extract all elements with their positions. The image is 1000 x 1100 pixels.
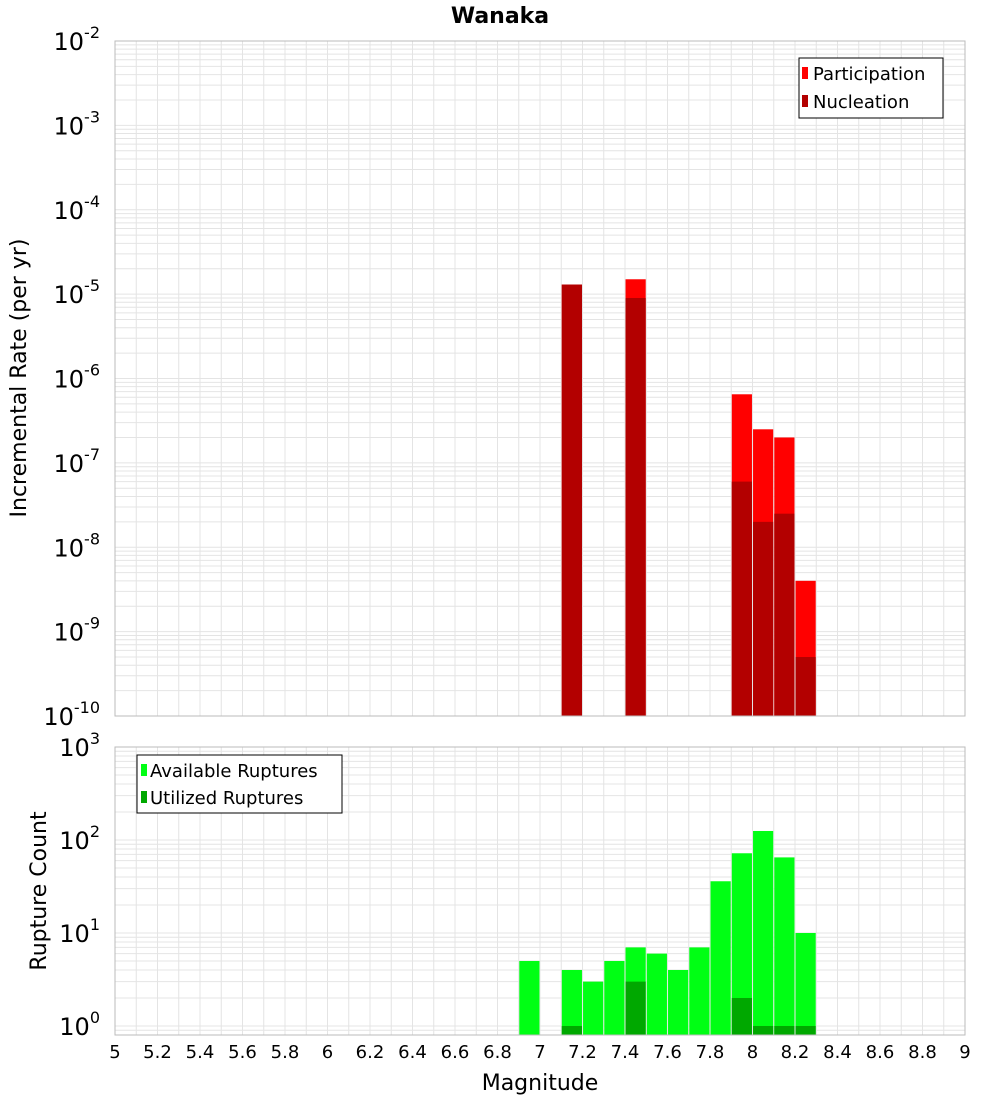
nucleation-bar	[753, 521, 774, 716]
count-plot-frame	[114, 746, 966, 1036]
available-ruptures-bar	[668, 969, 689, 1035]
y-tick-label: 10-2	[54, 23, 101, 56]
rate-plot-frame	[114, 40, 966, 717]
x-tick-label: 8.2	[781, 1042, 810, 1063]
y-tick-label: 10-4	[54, 192, 101, 225]
available-ruptures-bar	[561, 969, 582, 1035]
rate-legend-box	[798, 57, 944, 119]
rate-y-axis-label: Incremental Rate (per yr)	[7, 239, 32, 518]
x-tick-label: 7.8	[696, 1042, 725, 1063]
utilized-ruptures-bar	[795, 1025, 816, 1035]
y-tick-label: 10-8	[54, 529, 101, 562]
rate-y-ticks: 10-10 10-9 10-8 10-7 10-6 10-5 10-4 10-3 10-2	[43, 23, 100, 731]
y-tick-label: 10-6	[54, 361, 101, 394]
x-tick-label: 7.6	[653, 1042, 682, 1063]
chart-title: Wanaka	[451, 4, 549, 29]
utilized-ruptures-bar	[774, 1025, 795, 1035]
available-ruptures-bar	[604, 960, 625, 1035]
available-ruptures-bar	[519, 960, 540, 1035]
legend-label-nucleation: Nucleation	[813, 92, 909, 113]
x-tick-label: 6.4	[398, 1042, 427, 1063]
count-bars	[519, 830, 816, 1035]
rate-panel: 10-10 10-9 10-8 10-7 10-6 10-5 10-4 10-3 10-2 In…	[7, 23, 966, 731]
x-tick-labels: 5 5.2 5.4 5.6 5.8 6 6.2 6.4 6.6 6.8 7 7.2 7.4 7.6 7.8 8…	[109, 1042, 970, 1063]
rate-bars	[561, 279, 816, 716]
x-tick-label: 7	[534, 1042, 545, 1063]
x-tick-label: 8	[747, 1042, 758, 1063]
x-tick-label: 5.8	[271, 1042, 300, 1063]
x-tick-label: 8.4	[823, 1042, 852, 1063]
available-ruptures-bar	[583, 981, 604, 1035]
count-panel: 100 101 102 103 5 5.2 5.4 5.6 5.8 6 6.2 6.4 6.6 6.8 7…	[27, 729, 971, 1096]
x-tick-label: 9	[959, 1042, 970, 1063]
legend-label-utilized: Utilized Ruptures	[150, 788, 303, 809]
x-tick-label: 8.8	[908, 1042, 937, 1063]
rate-grid	[114, 40, 966, 717]
x-tick-label: 5.2	[143, 1042, 172, 1063]
x-tick-label: 6.8	[483, 1042, 512, 1063]
rate-legend: Participation Nucleation	[798, 57, 944, 119]
available-ruptures-bar	[774, 857, 795, 1035]
available-ruptures-bar	[689, 947, 710, 1035]
available-ruptures-bar	[731, 853, 752, 1035]
legend-label-available: Available Ruptures	[150, 761, 318, 782]
legend-swatch-available	[141, 764, 147, 776]
legend-label-participation: Participation	[813, 64, 925, 85]
nucleation-bar	[731, 481, 752, 716]
x-tick-label: 5.4	[186, 1042, 215, 1063]
x-tick-label: 6	[322, 1042, 333, 1063]
nucleation-bar	[795, 657, 816, 716]
available-ruptures-bar	[710, 881, 731, 1035]
x-tick-label: 6.6	[441, 1042, 470, 1063]
count-legend: Available Ruptures Utilized Ruptures	[136, 754, 343, 814]
utilized-ruptures-bar	[561, 1025, 582, 1035]
nucleation-bar	[561, 284, 582, 716]
y-tick-label: 103	[59, 729, 100, 762]
y-tick-label: 10-7	[54, 445, 101, 478]
legend-swatch-participation	[802, 67, 808, 79]
x-axis-label: Magnitude	[482, 1071, 599, 1096]
count-legend-box	[136, 754, 343, 814]
x-tick-label: 5	[109, 1042, 120, 1063]
utilized-ruptures-bar	[731, 997, 752, 1035]
count-y-ticks: 100 101 102 103	[59, 729, 100, 1041]
legend-swatch-nucleation	[802, 95, 808, 107]
y-tick-label: 10-9	[54, 614, 101, 647]
nucleation-bar	[625, 297, 646, 716]
utilized-ruptures-bar	[753, 1025, 774, 1035]
nucleation-bar	[774, 513, 795, 716]
y-tick-label: 100	[59, 1008, 100, 1041]
y-tick-label: 101	[59, 915, 100, 948]
available-ruptures-bar	[646, 953, 667, 1035]
y-tick-label: 10-3	[54, 107, 101, 140]
available-ruptures-bar	[795, 932, 816, 1035]
y-tick-label: 10-5	[54, 276, 101, 309]
x-tick-label: 7.2	[568, 1042, 597, 1063]
count-y-axis-label: Rupture Count	[27, 811, 52, 971]
x-tick-label: 5.6	[228, 1042, 257, 1063]
legend-swatch-utilized	[141, 791, 147, 803]
y-tick-label: 10-10	[43, 698, 100, 731]
available-ruptures-bar	[753, 830, 774, 1035]
x-tick-label: 7.4	[611, 1042, 640, 1063]
utilized-ruptures-bar	[625, 981, 646, 1035]
x-tick-label: 8.6	[866, 1042, 895, 1063]
x-tick-label: 6.2	[356, 1042, 385, 1063]
y-tick-label: 102	[59, 822, 100, 855]
